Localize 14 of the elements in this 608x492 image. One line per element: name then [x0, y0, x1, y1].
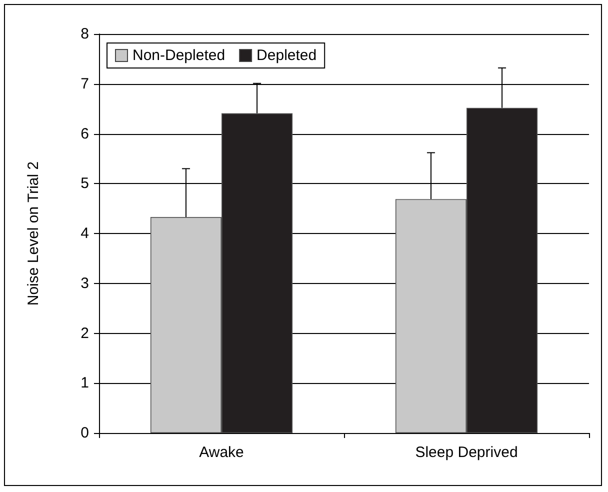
- y-tick-label: 1: [80, 374, 89, 392]
- y-tick-label: 7: [80, 75, 89, 92]
- x-tick-label: Awake: [199, 444, 244, 461]
- y-tick-label: 6: [80, 125, 89, 142]
- y-tick-label: 3: [80, 274, 89, 292]
- legend-label: Depleted: [256, 47, 317, 64]
- x-tick-label: Sleep Deprived: [415, 444, 518, 461]
- y-tick-label: 0: [80, 424, 89, 442]
- y-axis-title: Noise Level on Trial 2: [25, 161, 42, 306]
- legend-label: Non-Depleted: [132, 47, 226, 64]
- y-tick-label: 4: [80, 225, 89, 242]
- y-tick-label: 8: [80, 26, 89, 42]
- y-tick-label: 5: [80, 175, 89, 192]
- y-tick-label: 2: [80, 324, 89, 342]
